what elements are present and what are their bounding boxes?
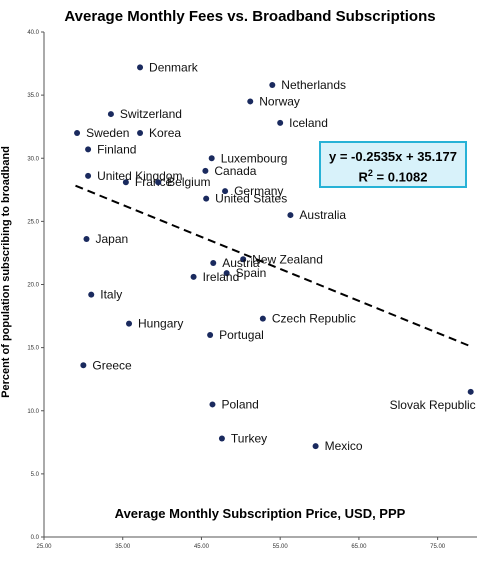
x-tick-label: 55.00: [273, 544, 289, 550]
point-label: Korea: [149, 126, 181, 140]
chart-title: Average Monthly Fees vs. Broadband Subsc…: [64, 8, 436, 25]
data-point: [155, 179, 162, 186]
point-label: Sweden: [86, 126, 129, 140]
x-tick-label: 65.00: [351, 544, 367, 550]
data-point: [137, 130, 144, 136]
y-tick-label: 5.0: [31, 472, 40, 478]
point-label: Germany: [234, 184, 283, 198]
data-point: [269, 82, 276, 89]
point-label: United Kingdom: [97, 169, 182, 183]
data-point: [85, 172, 92, 179]
data-point: [107, 111, 114, 118]
data-point: [80, 362, 87, 369]
point-label: Luxembourg: [221, 151, 288, 165]
point-label: Belgium: [167, 175, 210, 189]
point-label: Japan: [96, 232, 129, 246]
y-tick-label: 20.0: [27, 283, 39, 289]
point-label: Spain: [236, 266, 267, 280]
data-point: [74, 130, 81, 136]
data-point: [208, 155, 215, 162]
trendline: [75, 184, 470, 347]
point-label: Australia: [299, 208, 346, 222]
x-tick-label: 45.00: [194, 544, 210, 550]
data-point: [126, 320, 133, 327]
point-label: France: [135, 175, 173, 189]
data-point: [88, 291, 95, 298]
data-point: [240, 256, 247, 263]
point-label: Netherlands: [281, 78, 346, 92]
point-label: Switzerland: [120, 107, 182, 121]
r-squared-value: = 0.1082: [372, 169, 428, 185]
y-tick-label: 40.0: [27, 30, 39, 36]
point-label: United States: [215, 192, 287, 206]
data-point: [312, 443, 319, 450]
data-point: [203, 195, 210, 202]
trendline-equation-box: y = -0.2535x + 35.177 R2 = 0.1082: [319, 141, 467, 188]
y-tick-label: 35.0: [27, 93, 39, 99]
axes: 0.0 5.0 10.0 15.0 20.0 25.0 30.0 35.0 40.0 25.00 3…: [27, 30, 477, 550]
data-point: [247, 98, 254, 105]
point-label: Norway: [259, 94, 300, 108]
data-point: [218, 435, 225, 442]
data-point: [259, 315, 266, 322]
data-point: [85, 146, 92, 153]
x-tick-label: 75.00: [430, 544, 446, 550]
data-point: [122, 179, 129, 186]
r-squared-sup: 2: [367, 168, 373, 178]
point-label: Canada: [214, 164, 256, 178]
point-label: Hungary: [138, 317, 183, 331]
data-point: [277, 119, 284, 126]
point-label: Portugal: [219, 328, 264, 342]
data-point: [202, 167, 209, 174]
point-label: Turkey: [231, 432, 267, 446]
data-point: [223, 270, 230, 277]
y-tick-label: 15.0: [27, 346, 39, 352]
x-tick-label: 35.00: [115, 544, 131, 550]
point-label: Finland: [97, 142, 136, 156]
point-label: Italy: [100, 288, 122, 302]
point-label: Ireland: [203, 270, 240, 284]
data-point: [207, 332, 214, 338]
point-label: Poland: [221, 397, 258, 411]
point-label: Denmark: [149, 60, 199, 74]
point-label: Iceland: [289, 116, 328, 130]
data-point: [83, 236, 90, 243]
data-point: [137, 64, 144, 71]
data-points: Denmark Netherlands Norway Switzerland Icela…: [74, 60, 476, 453]
trendline-equation: y = -0.2535x + 35.177: [329, 149, 457, 164]
x-axis-label: Average Monthly Subscription Price, USD,…: [114, 506, 406, 521]
y-tick-label: 30.0: [27, 156, 39, 162]
y-tick-label: 0.0: [31, 535, 40, 541]
y-axis-label: Percent of population subscribing to bro…: [0, 146, 12, 398]
point-label: Czech Republic: [272, 312, 356, 326]
x-tick-label: 25.00: [36, 544, 52, 550]
point-label: Greece: [92, 358, 132, 372]
data-point: [467, 388, 474, 395]
data-point: [287, 212, 294, 219]
data-point: [210, 260, 217, 267]
point-label: Slovak Republic: [390, 398, 476, 412]
data-point: [209, 401, 216, 408]
y-tick-label: 25.0: [27, 219, 39, 225]
r-squared-prefix: R: [358, 169, 368, 185]
y-tick-label: 10.0: [27, 409, 39, 415]
point-label: New Zealand: [252, 252, 323, 266]
point-label: Austria: [222, 256, 260, 270]
r-squared: R2 = 0.1082: [321, 165, 465, 185]
point-label: Mexico: [325, 439, 363, 453]
trendline-line: [75, 184, 470, 347]
data-point: [222, 188, 229, 195]
data-point: [190, 273, 197, 280]
